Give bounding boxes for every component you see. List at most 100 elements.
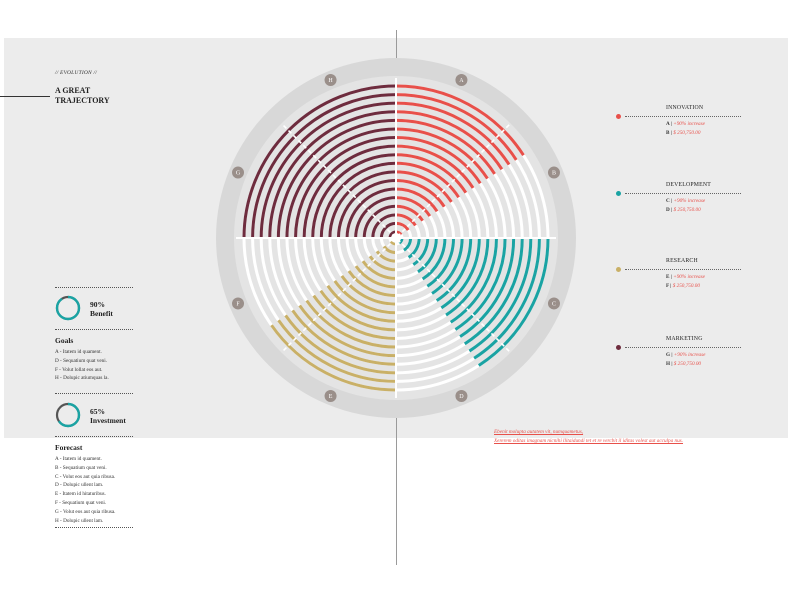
marketing-leader <box>625 347 741 348</box>
innovation-title: INNOVATION <box>666 105 704 111</box>
series-arc-marketing <box>379 221 397 239</box>
series-arc-development <box>459 237 516 338</box>
list-item: C - Volut eos aut quia ribusa. <box>55 473 116 480</box>
series-arc-development <box>440 237 481 310</box>
list-item: F - Sequatium quat veni. <box>55 499 107 506</box>
marketing-title: MARKETING <box>666 336 703 342</box>
spoke-label-f: F <box>236 301 240 307</box>
series-arc-innovation <box>395 213 417 227</box>
goals-heading: Goals <box>55 336 74 345</box>
list-item: H - Dolupic atiumquas la. <box>55 375 109 382</box>
innovation-leader <box>625 116 741 117</box>
series-arc-marketing <box>345 187 396 239</box>
spoke-badge-c <box>547 297 560 310</box>
series-arc-marketing <box>302 144 396 239</box>
benefit-value: 90% <box>90 300 105 309</box>
series-arc-research <box>312 294 397 340</box>
intro-rule <box>0 96 50 97</box>
series-arc-research <box>340 275 397 306</box>
series-arc-innovation <box>395 93 518 161</box>
series-arc-innovation <box>395 204 424 222</box>
row-value: $ 250,750.00 <box>673 207 701 213</box>
page-title: A GREAT TRAJECTORY <box>55 86 110 105</box>
research-title: RESEARCH <box>666 258 698 264</box>
row-value: +90% increase <box>673 198 706 204</box>
investment-value: 65% <box>90 407 105 416</box>
development-dot <box>616 191 621 196</box>
benefit-ring <box>55 295 81 321</box>
series-arc-research <box>347 270 397 298</box>
row-value: $ 250,750.00 <box>673 361 702 367</box>
series-arc-development <box>445 237 490 317</box>
spoke-label-g: G <box>236 171 241 177</box>
research-row-e: E | +90% increase <box>666 274 705 280</box>
benefit-label: Benefit <box>90 309 113 318</box>
series-arc-innovation <box>395 161 460 199</box>
innovation-row-a: A | +90% increase <box>666 121 705 127</box>
footnote-line-1: Ebenit molupta autatem vit, numquametus, <box>494 429 584 435</box>
center-hub <box>391 233 401 243</box>
list-item: A - Itatem id quament. <box>55 456 102 462</box>
row-key: B | <box>666 130 672 136</box>
innovation-dot <box>616 114 621 119</box>
divider <box>55 436 133 437</box>
footnote: Ebenit molupta autatem vit, numquametus,… <box>494 428 683 446</box>
row-value: +90% increase <box>673 121 705 127</box>
development-leader <box>625 193 741 194</box>
development-row-c: C | +90% increase <box>666 198 705 204</box>
series-arc-development <box>468 237 533 353</box>
diagonal-line <box>282 124 510 352</box>
research-dot <box>616 267 621 272</box>
list-item: D - Sequatium quat veni. <box>55 357 108 364</box>
list-item: B - Sequatium quat veni. <box>55 464 107 471</box>
series-arc-development <box>431 237 464 295</box>
row-key: E | <box>666 274 672 280</box>
spoke-label-e: E <box>329 394 333 400</box>
list-item: F - Volut lollat eos aut. <box>55 366 103 373</box>
investment-ring <box>55 402 81 428</box>
series-arc-innovation <box>395 84 525 157</box>
series-arc-development <box>426 237 456 288</box>
development-row-d: D | $ 250,750.00 <box>666 207 701 213</box>
list-item: G - Volut eos aut quia ribusa. <box>55 508 116 515</box>
spoke-badge-b <box>547 166 560 179</box>
series-arc-marketing <box>242 84 396 239</box>
marketing-dot <box>616 345 621 350</box>
spoke-badge-d <box>455 389 468 402</box>
divider <box>55 527 133 528</box>
series-arc-innovation <box>395 110 504 171</box>
series-arc-research <box>368 255 397 272</box>
footnote-line-2: Xererem oditas imagnam nicnihi llitaidun… <box>494 438 683 444</box>
spoke-badge-f <box>232 297 245 310</box>
series-arc-research <box>361 260 397 280</box>
series-arc-research <box>305 299 397 349</box>
series-arc-innovation <box>395 170 453 203</box>
row-key: F | <box>666 283 672 289</box>
diagonal-line <box>282 124 510 352</box>
spoke-label-c: C <box>552 301 556 307</box>
row-value: +90% increase <box>673 274 705 280</box>
series-arc-marketing <box>268 110 396 239</box>
series-arc-research <box>291 309 397 366</box>
spoke-label-h: H <box>328 78 333 84</box>
series-arc-research <box>319 289 397 332</box>
investment-label: Investment <box>90 416 126 425</box>
series-arc-development <box>473 237 541 360</box>
divider <box>55 287 133 288</box>
series-arc-innovation <box>395 127 489 180</box>
marketing-row-g: G | +90% increase <box>666 352 705 358</box>
research-leader <box>625 269 741 270</box>
series-arc-innovation <box>395 136 482 185</box>
spoke-badge-h <box>324 74 337 87</box>
series-arc-development <box>407 237 421 259</box>
series-arc-development <box>454 237 507 331</box>
divider <box>55 329 133 330</box>
benefit-stat: 90% Benefit <box>90 300 113 318</box>
innovation-row-b: B | $ 250,750.00 <box>666 130 700 136</box>
series-arc-research <box>354 265 397 289</box>
series-arc-development <box>421 237 447 281</box>
series-arc-innovation <box>395 178 446 208</box>
forecast-list: A - Itatem id quament. B - Sequatium qua… <box>55 455 115 525</box>
series-arc-marketing <box>276 118 396 239</box>
series-arc-research <box>298 304 397 358</box>
